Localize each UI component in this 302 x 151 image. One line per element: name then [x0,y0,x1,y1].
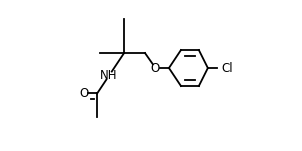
Text: O: O [151,61,160,75]
Text: O: O [79,87,88,100]
Text: Cl: Cl [221,61,233,75]
Text: NH: NH [100,69,118,82]
